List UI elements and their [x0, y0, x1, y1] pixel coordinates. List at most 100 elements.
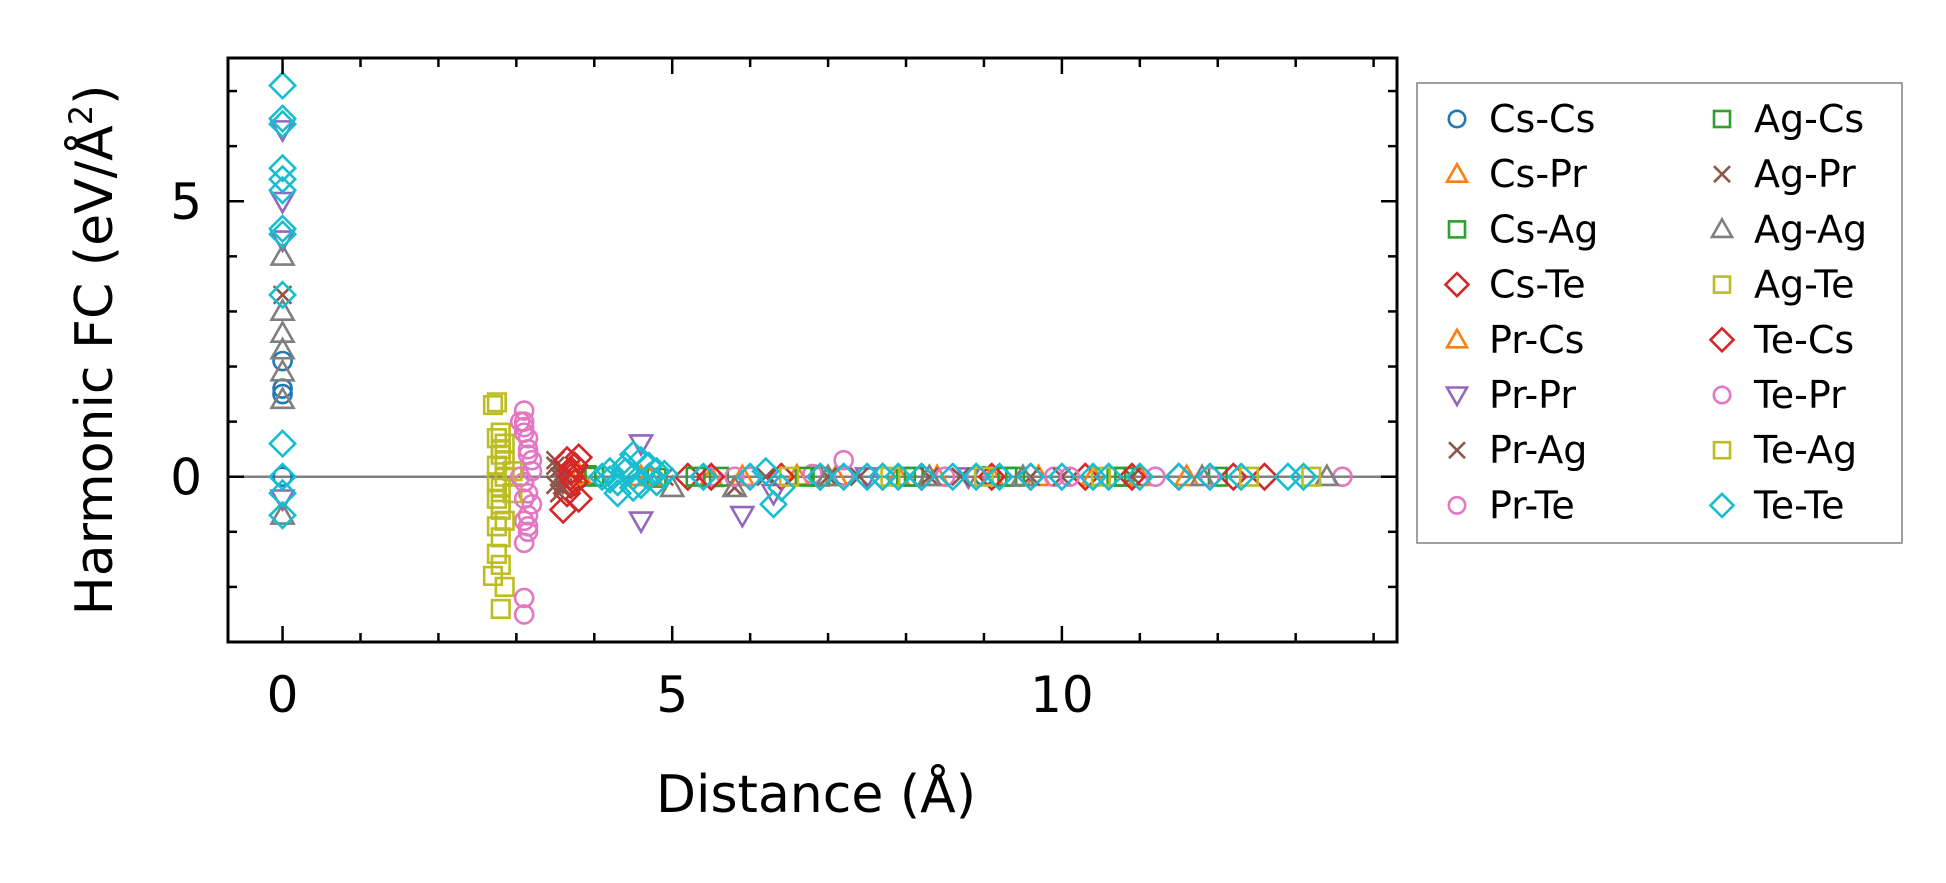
legend-item: Te-Pr — [1712, 373, 1846, 417]
legend-item: Cs-Cs — [1447, 97, 1595, 141]
data-point — [603, 478, 633, 508]
legend-label: Ag-Te — [1754, 263, 1854, 307]
data-point — [490, 598, 511, 620]
data-point — [269, 297, 296, 321]
legend-label: Cs-Cs — [1489, 97, 1595, 141]
y-tick-label: 5 — [170, 173, 202, 231]
legend-label: Te-Te — [1753, 483, 1845, 527]
data-point — [1094, 462, 1124, 492]
data-point — [1106, 466, 1127, 487]
data-point — [513, 422, 535, 443]
data-point — [1199, 466, 1221, 488]
legend-item: Ag-Pr — [1713, 152, 1856, 196]
data-point — [883, 462, 913, 492]
data-point — [1712, 275, 1732, 294]
series-te-ag — [482, 394, 1322, 620]
data-point — [517, 482, 539, 504]
legend-item: Cs-Te — [1443, 263, 1586, 307]
data-point — [700, 466, 722, 488]
legend-item: Ag-Ag — [1709, 207, 1867, 251]
x-axis-label: Distance (Å) — [656, 763, 976, 825]
data-point — [1195, 462, 1225, 492]
data-point — [269, 385, 296, 410]
data-point — [490, 439, 511, 460]
data-point — [1443, 271, 1471, 298]
data-point — [1288, 462, 1318, 492]
data-point — [268, 175, 298, 205]
data-point — [486, 428, 507, 449]
data-point — [849, 466, 869, 487]
data-point — [751, 456, 781, 486]
data-point — [961, 462, 991, 492]
legend-label: Pr-Cs — [1489, 318, 1584, 362]
legend-label: Te-Ag — [1753, 428, 1857, 472]
legend-label: Cs-Pr — [1489, 152, 1587, 196]
data-point — [269, 501, 296, 525]
y-tick-label: 0 — [170, 449, 202, 507]
data-point — [829, 462, 859, 492]
data-point — [1447, 495, 1467, 515]
data-point — [517, 444, 539, 465]
data-point — [756, 466, 776, 487]
data-point — [490, 494, 511, 515]
data-point — [1709, 216, 1735, 239]
data-point — [269, 358, 296, 382]
data-point — [618, 462, 648, 492]
legend-box — [1416, 82, 1903, 544]
legend-item: Te-Te — [1708, 483, 1845, 527]
legend-item: Cs-Pr — [1444, 152, 1587, 196]
data-point — [482, 394, 504, 416]
x-tick-label: 10 — [1030, 666, 1094, 724]
data-point — [482, 565, 504, 586]
legend-label: Cs-Te — [1489, 263, 1586, 307]
y-axis-label-end: ) — [65, 85, 125, 105]
data-point — [269, 242, 296, 266]
data-point — [729, 505, 756, 529]
data-point — [729, 463, 756, 487]
data-point — [1009, 463, 1037, 487]
data-point — [268, 214, 298, 244]
legend-item: Ag-Cs — [1712, 97, 1864, 141]
data-point — [513, 471, 535, 493]
data-point — [268, 500, 298, 530]
data-point — [513, 604, 535, 625]
data-point — [895, 466, 917, 487]
data-point — [269, 319, 296, 344]
data-point — [545, 455, 566, 476]
x-tick-label: 5 — [656, 666, 688, 724]
data-point — [1444, 327, 1470, 349]
data-point — [564, 484, 594, 514]
y-axis-label: Harmonic FC (eV/Å2) — [62, 85, 125, 616]
data-point — [919, 466, 940, 487]
data-point — [642, 456, 672, 486]
data-point — [560, 451, 590, 481]
data-point — [587, 462, 617, 492]
data-point — [513, 510, 535, 532]
data-point — [1238, 466, 1260, 487]
data-point — [517, 521, 539, 543]
legend-item: Ag-Te — [1712, 263, 1854, 307]
data-point — [268, 219, 298, 249]
data-point — [1173, 463, 1200, 487]
data-point — [610, 451, 640, 481]
data-point — [1447, 109, 1467, 129]
data-point — [486, 543, 507, 564]
data-point — [610, 456, 640, 486]
data-point — [486, 472, 507, 493]
data-point — [985, 462, 1015, 492]
data-point — [907, 462, 937, 492]
legend: Cs-Cs Cs-Pr Cs-Ag Cs-Te Pr-Cs Pr-Pr Pr-Ag Pr-Te… — [1416, 82, 1903, 544]
data-point — [486, 516, 507, 537]
data-point — [688, 462, 718, 492]
legend-item: Pr-Pr — [1444, 373, 1576, 417]
data-point — [950, 466, 971, 487]
data-point — [973, 466, 995, 487]
data-point — [268, 164, 298, 194]
data-point — [805, 462, 835, 492]
data-point — [486, 392, 507, 413]
data-point — [1712, 385, 1732, 405]
legend-item: Te-Ag — [1712, 428, 1857, 472]
data-point — [708, 466, 730, 487]
legend-label: Ag-Ag — [1754, 207, 1867, 251]
